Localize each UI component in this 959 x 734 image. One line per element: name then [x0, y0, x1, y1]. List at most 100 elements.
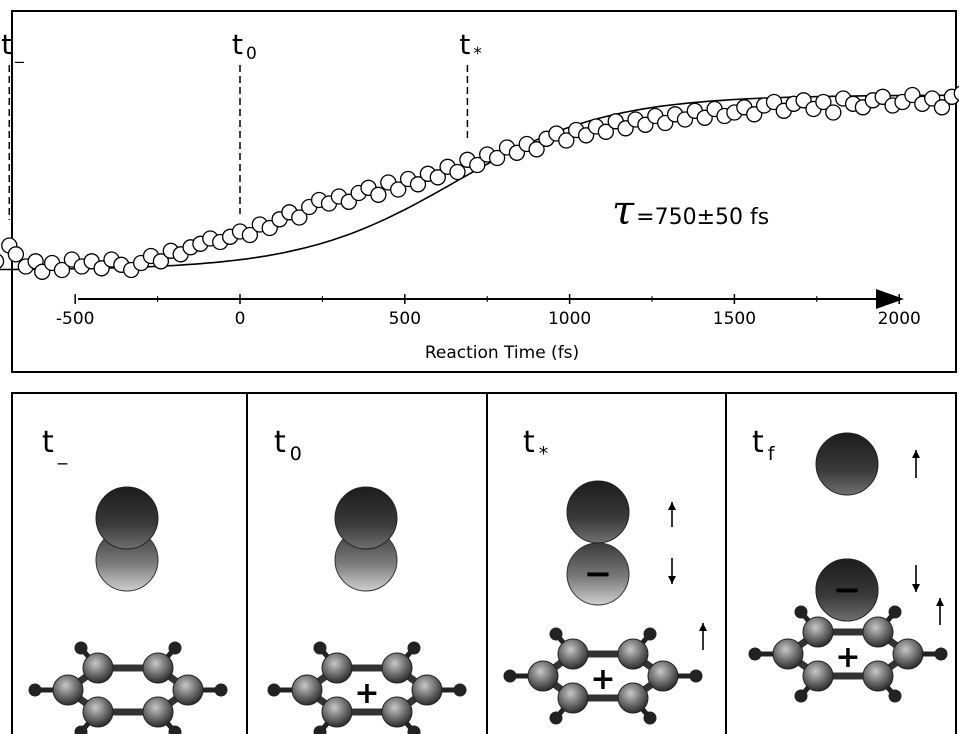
snapshot-panels-frame [11, 392, 957, 734]
benzene-molecule: + [267, 641, 467, 734]
time-marker-label: t * [459, 28, 481, 64]
benzene-molecule: + [503, 627, 703, 725]
data-point [53, 261, 71, 279]
benzene-molecule: + [748, 605, 948, 703]
carbon-atom [892, 638, 924, 670]
halogen-molecule [95, 486, 159, 592]
data-point [0, 254, 5, 269]
tau-value: =750±50 fs [636, 205, 769, 230]
halogen-atom-upper [334, 486, 398, 550]
data-point [933, 99, 951, 116]
hydrogen-atom [407, 641, 421, 655]
hydrogen-atom [643, 627, 657, 641]
hydrogen-atom [748, 647, 762, 661]
panel-t-star: t * − + [503, 425, 707, 725]
x-tick-label: 1500 [713, 309, 756, 329]
x-axis: -500050010001500200025003000 [56, 289, 921, 329]
hydrogen-atom [549, 711, 563, 725]
halogen-atom-upper [95, 486, 159, 550]
data-point [370, 186, 387, 203]
data-point [488, 149, 506, 167]
halogen-molecule: − [815, 558, 879, 622]
carbon-atom [172, 674, 204, 706]
data-point [241, 226, 259, 244]
charge-minus: − [584, 554, 613, 594]
halogen-molecule: − [566, 480, 630, 606]
carbon-atom [802, 616, 834, 648]
carbon-atom [772, 638, 804, 670]
hydrogen-atom [74, 725, 88, 734]
x-tick-label: 0 [235, 309, 246, 329]
carbon-atom [142, 652, 174, 684]
hydrogen-atom [407, 725, 421, 734]
hydrogen-atom [168, 725, 182, 734]
hydrogen-atom [267, 683, 281, 697]
hydrogen-atom [794, 605, 808, 619]
carbon-atom [82, 652, 114, 684]
time-markers: t_t0t*tf [1, 28, 482, 220]
carbon-atom [527, 660, 559, 692]
hydrogen-atom [549, 627, 563, 641]
data-point [469, 156, 486, 174]
x-tick-label: 2000 [878, 309, 921, 329]
hydrogen-atom [643, 711, 657, 725]
halogen-atom-upper [815, 432, 879, 496]
carbon-atom [321, 652, 353, 684]
carbon-atom [411, 674, 443, 706]
halogen-atom-upper [566, 480, 630, 544]
halogen-atom-upper [815, 558, 879, 622]
carbon-atom [802, 660, 834, 692]
time-marker-label: t _ [1, 28, 24, 64]
motion-arrow-head [699, 623, 707, 631]
hydrogen-atom [689, 669, 703, 683]
hydrogen-atom [214, 683, 228, 697]
charge-plus: + [590, 662, 615, 697]
carbon-atom [617, 638, 649, 670]
panel-t-f: t f − + [748, 425, 948, 703]
hydrogen-atom [888, 689, 902, 703]
kinetics-chart: -500050010001500200025003000 t_t0t*tf Re… [0, 28, 959, 363]
panel-divider [246, 392, 248, 734]
data-point [825, 104, 842, 121]
data-point [558, 132, 575, 149]
carbon-atom [862, 660, 894, 692]
carbon-atom [381, 652, 413, 684]
panel-divider [725, 392, 727, 734]
fit-curve-path [0, 94, 959, 271]
benzene-molecule [28, 641, 228, 734]
carbon-atom [52, 674, 84, 706]
hydrogen-atom [168, 641, 182, 655]
hydrogen-atom [503, 669, 517, 683]
panel-divider [486, 392, 488, 734]
charge-minus: − [833, 570, 862, 610]
carbon-atom [321, 696, 353, 728]
x-tick-label: 1000 [548, 309, 591, 329]
carbon-atom [647, 660, 679, 692]
fit-curve [0, 94, 959, 271]
hydrogen-atom [313, 641, 327, 655]
data-point [409, 176, 427, 193]
data-point [390, 181, 407, 198]
x-axis-label: Reaction Time (fs) [425, 343, 579, 363]
data-point [953, 85, 959, 101]
carbon-atom [557, 682, 589, 714]
data-point [7, 246, 25, 263]
panel-t-minus: t _ [28, 425, 228, 734]
motion-arrow-head [912, 450, 920, 458]
hydrogen-atom [74, 641, 88, 655]
carbon-atom [557, 638, 589, 670]
motion-arrow-head [936, 598, 944, 606]
data-point [449, 163, 466, 181]
motion-arrow-head [668, 502, 676, 510]
carbon-atom [381, 696, 413, 728]
data-point [528, 141, 545, 158]
data-point [815, 93, 832, 111]
carbon-atom [82, 696, 114, 728]
hydrogen-atom [28, 683, 42, 697]
x-tick-label: -500 [56, 309, 95, 329]
carbon-atom [142, 696, 174, 728]
